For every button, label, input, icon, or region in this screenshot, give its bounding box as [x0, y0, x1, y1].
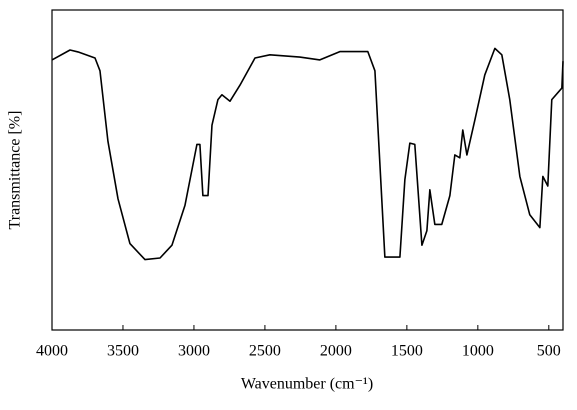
x-tick-label: 4000: [36, 343, 68, 360]
x-tick-label: 1500: [391, 343, 423, 360]
x-tick-label: 2500: [249, 343, 281, 360]
x-tick-label: 2000: [320, 343, 352, 360]
x-axis-label: Wavenumber (cm⁻¹): [241, 376, 373, 393]
spectrum-line: [51, 47, 564, 261]
x-tick-label: 3500: [107, 343, 139, 360]
x-tick-label: 1000: [462, 343, 494, 360]
x-tick-label: 3000: [178, 343, 210, 360]
plot-frame: [51, 9, 564, 331]
y-axis-label: Transmittance [%]: [7, 111, 24, 230]
x-tick-label: 500: [537, 343, 561, 360]
